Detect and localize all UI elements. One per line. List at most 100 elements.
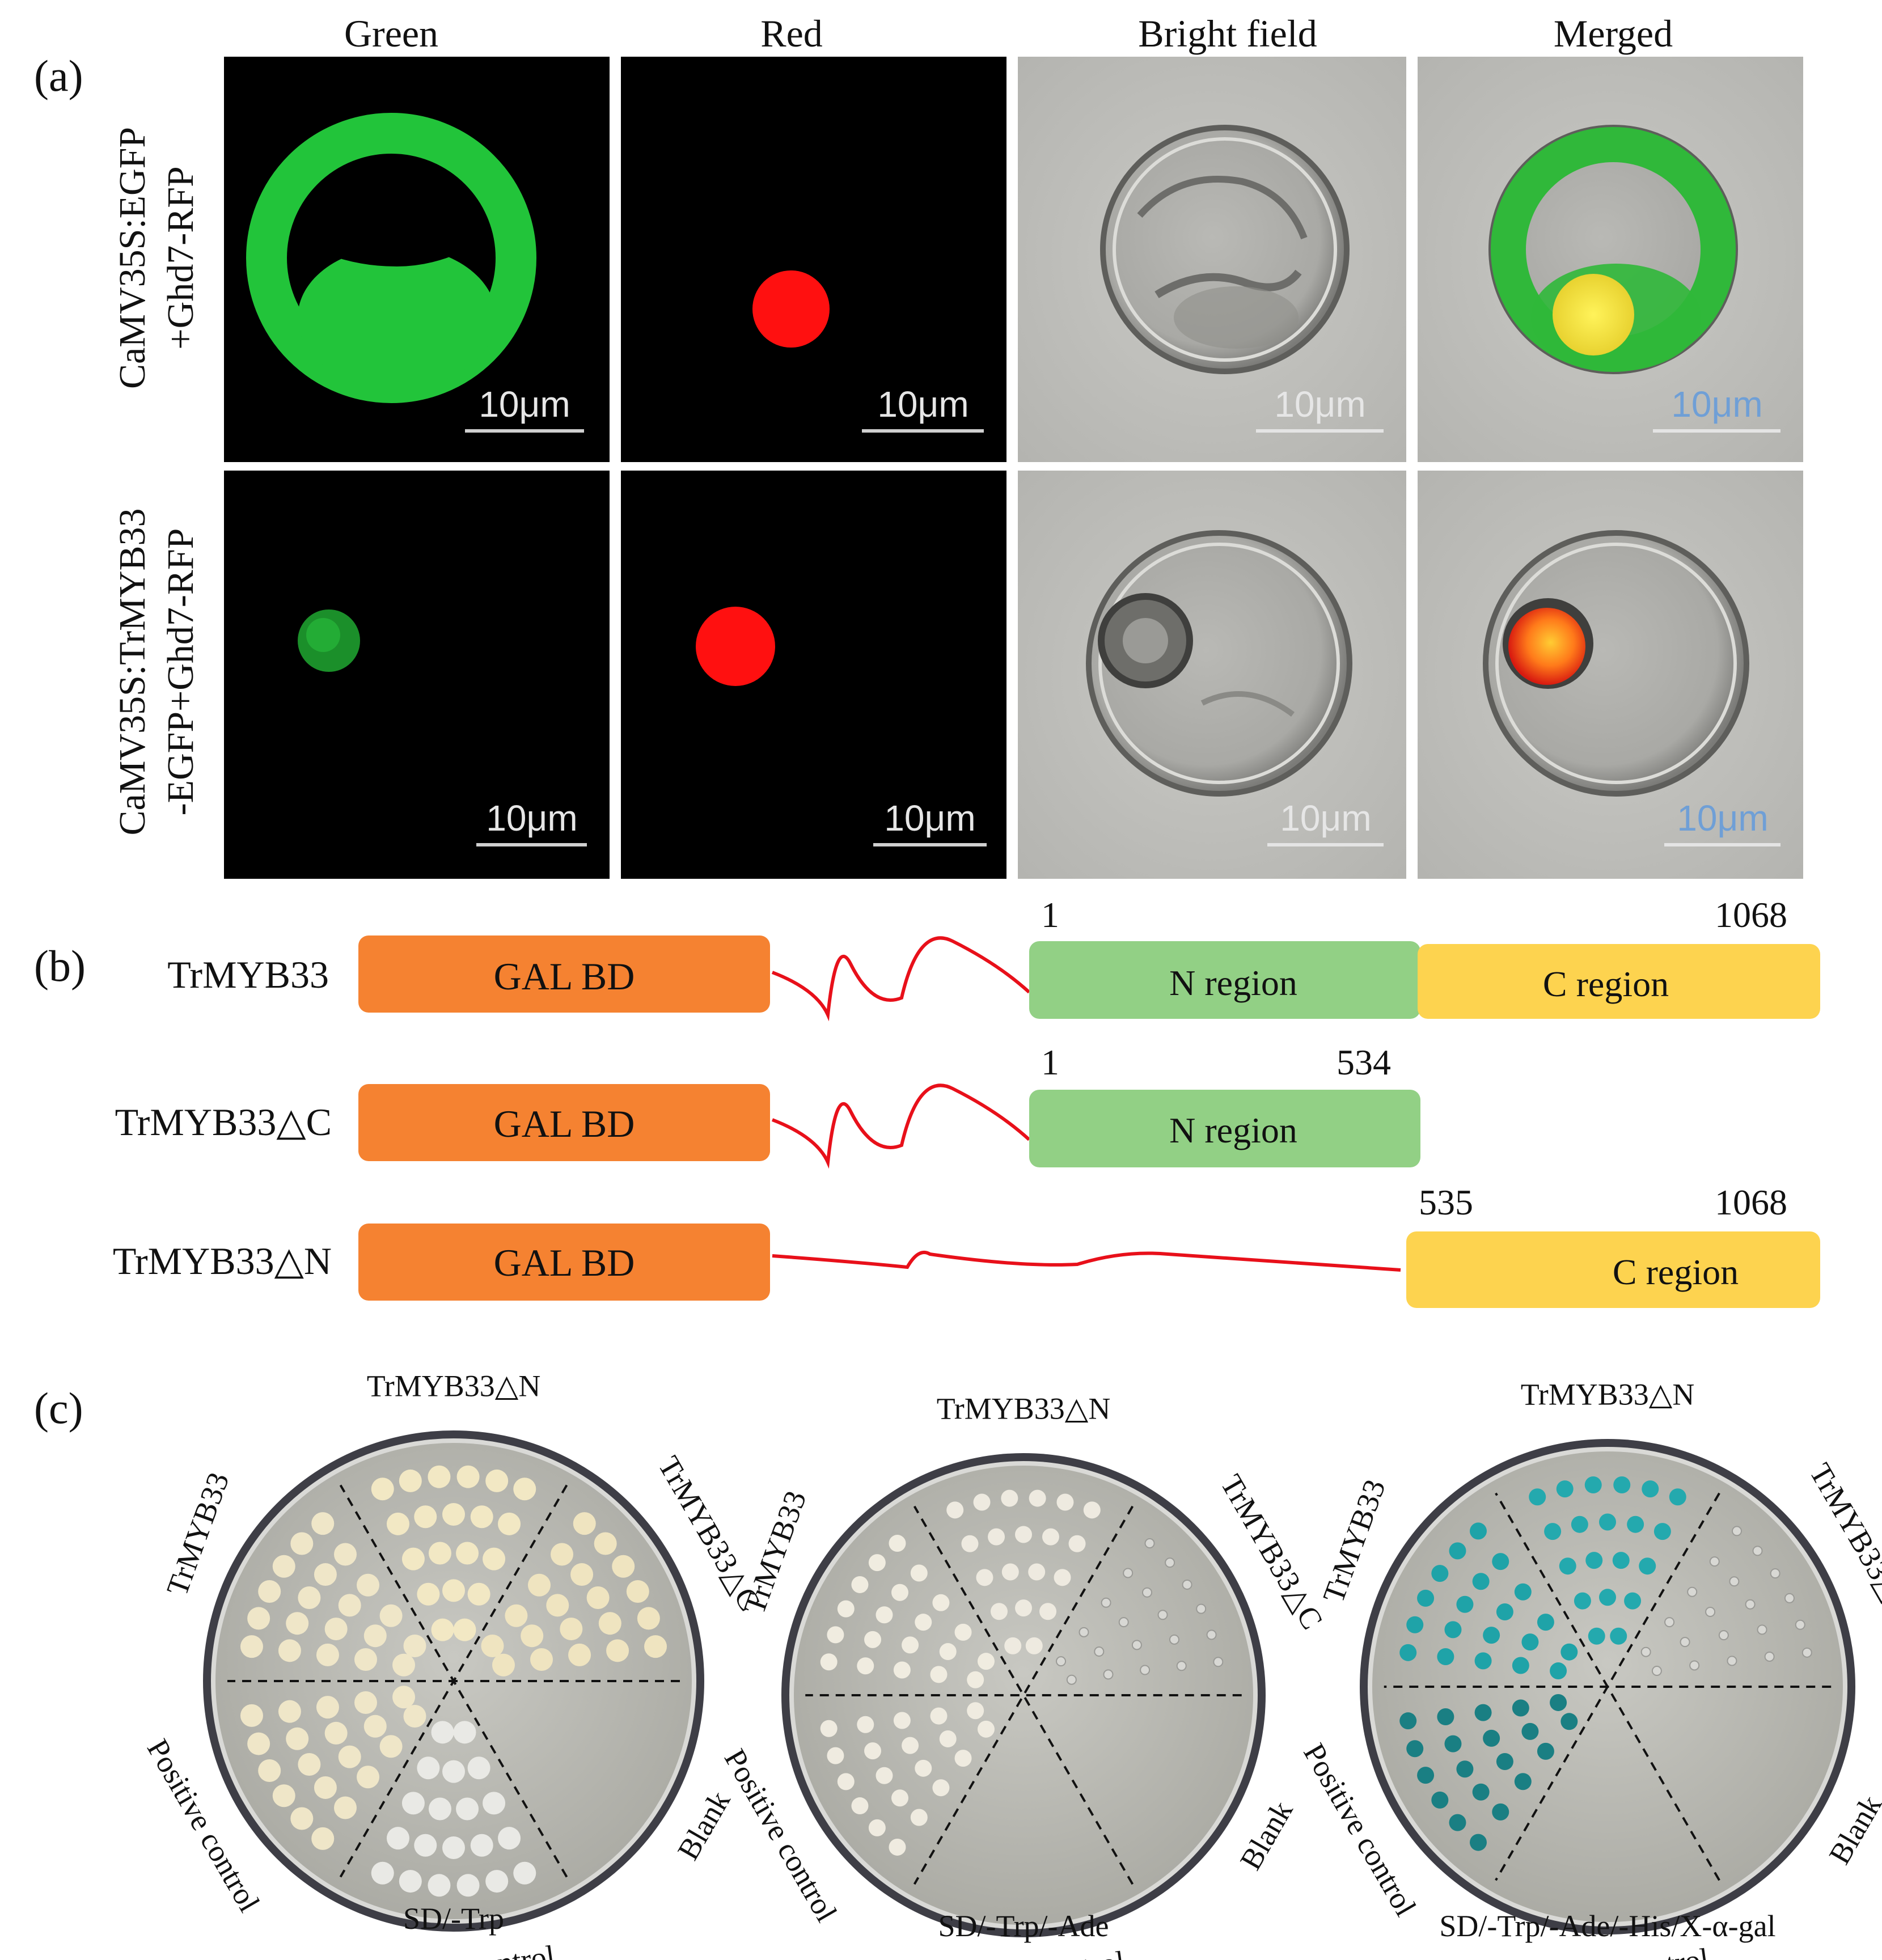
yeast-colony (930, 1666, 948, 1683)
yeast-colony (1612, 1552, 1630, 1569)
yeast-colony (1449, 1542, 1466, 1560)
gal-bd-box (358, 935, 770, 1013)
sector-divider (1495, 1492, 1720, 1881)
column-title-merged: Merged (1554, 12, 1673, 55)
sector-label: Blank (1822, 1789, 1882, 1870)
construct-name: TrMYB33△C (115, 1100, 332, 1144)
yeast-colony (902, 1737, 919, 1754)
yeast-colony (1474, 1704, 1492, 1721)
yeast-colony (498, 1827, 521, 1850)
yeast-colony (1483, 1627, 1500, 1644)
yeast-colony (910, 1809, 928, 1826)
sector-label: Negative control (919, 1945, 1127, 1960)
yeast-colony (483, 1792, 506, 1815)
yeast-colony (414, 1834, 437, 1857)
column-title-red: Red (760, 12, 823, 55)
c-region-label: C region (1613, 1252, 1739, 1292)
yeast-colony (1571, 1515, 1588, 1533)
yeast-colony (1054, 1569, 1071, 1586)
yeast-colony (363, 1624, 387, 1648)
yeast-colony (1496, 1603, 1513, 1620)
yeast-colony (1103, 1669, 1114, 1680)
yeast-colony (1056, 1493, 1074, 1511)
yeast-colony (1157, 1610, 1168, 1620)
sector-label: Blank (1233, 1795, 1299, 1876)
microscopy-image-row2-merged: 10μm (1418, 471, 1803, 879)
scale-bar-label: 10μm (486, 798, 577, 839)
yeast-colony (1472, 1573, 1490, 1590)
yeast-colony (988, 1528, 1005, 1546)
yeast-colony (456, 1542, 479, 1565)
yeast-colony (560, 1618, 583, 1641)
yeast-colony (379, 1604, 403, 1627)
yeast-colony (973, 1493, 991, 1511)
yeast-colony (1437, 1648, 1454, 1665)
n-region-box (1029, 1090, 1420, 1167)
yeast-colony (930, 1707, 948, 1725)
yeast-colony (354, 1648, 377, 1671)
yeast-colony (1182, 1579, 1192, 1590)
yeast-colony (1101, 1597, 1111, 1608)
yeast-colony (513, 1861, 536, 1885)
yeast-colony (1784, 1593, 1795, 1603)
yeast-colony (1795, 1619, 1805, 1630)
yeast-colony (868, 1819, 886, 1836)
yeast-colony (1770, 1568, 1781, 1579)
linker (771, 936, 1031, 1022)
yeast-colony (1001, 1563, 1019, 1581)
yeast-colony (851, 1576, 869, 1593)
yeast-colony (453, 1721, 476, 1744)
yeast-colony (431, 1618, 454, 1641)
yeast-colony (915, 1614, 932, 1631)
yeast-colony (392, 1653, 416, 1677)
yeast-colony (278, 1700, 301, 1723)
panel-b-label: (b) (34, 941, 86, 990)
yeast-colony (1709, 1556, 1720, 1567)
yeast-colony (485, 1870, 509, 1893)
gal-bd-box (358, 1084, 770, 1161)
yeast-colony (290, 1807, 314, 1830)
yeast-colony (1529, 1488, 1546, 1506)
yeast-colony (967, 1702, 984, 1720)
yeast-colony (403, 1634, 426, 1657)
yeast-colony (324, 1618, 348, 1641)
yeast-colony (278, 1639, 301, 1662)
yeast-colony (386, 1827, 409, 1850)
yeast-colony (513, 1478, 536, 1501)
linker (772, 1250, 1401, 1272)
yeast-colony (1169, 1634, 1179, 1645)
yeast-colony (1560, 1643, 1578, 1661)
yeast-colony (470, 1505, 493, 1529)
yeast-colony (428, 1542, 451, 1565)
yeast-colony (902, 1636, 919, 1654)
yeast-colony (470, 1834, 493, 1857)
yeast-colony (568, 1643, 591, 1666)
yeast-colony (1001, 1489, 1018, 1507)
yeast-colony (939, 1643, 957, 1661)
yeast-colony (932, 1594, 950, 1611)
sector-label: Negative control (1503, 1942, 1711, 1960)
yeast-colony (316, 1643, 339, 1666)
yeast-colony (363, 1715, 387, 1738)
yeast-colony (442, 1836, 465, 1859)
yeast-colony (1585, 1552, 1603, 1569)
yeast-colony (442, 1579, 465, 1602)
yeast-colony (1079, 1627, 1089, 1637)
yeast-colony (333, 1543, 357, 1566)
yeast-colony (889, 1535, 906, 1552)
yeast-colony (240, 1635, 263, 1658)
yeast-colony (485, 1469, 509, 1492)
yeast-colony (298, 1753, 321, 1776)
yeast-colony (1025, 1637, 1043, 1654)
scale-bar-label: 10μm (479, 384, 570, 425)
yeast-colony (1444, 1621, 1462, 1639)
yeast-colony (837, 1773, 855, 1790)
yeast-colony (932, 1779, 950, 1797)
yeast-colony (1752, 1546, 1763, 1556)
yeast-colony (1514, 1773, 1532, 1790)
yeast-colony (371, 1861, 394, 1885)
yeast-colony (258, 1580, 281, 1603)
